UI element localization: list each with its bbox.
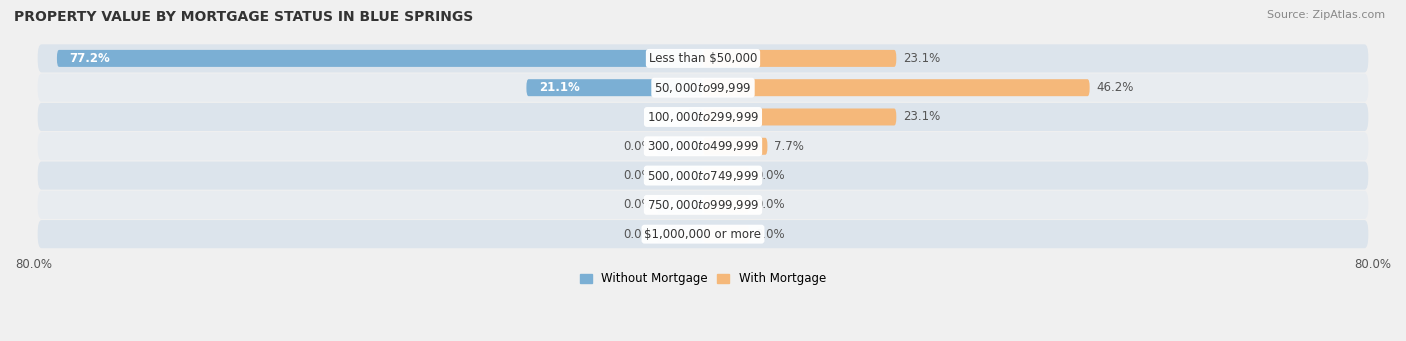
FancyBboxPatch shape <box>703 196 749 213</box>
Text: 0.0%: 0.0% <box>623 169 652 182</box>
Text: 0.0%: 0.0% <box>623 198 652 211</box>
Text: 21.1%: 21.1% <box>538 81 579 94</box>
Text: 23.1%: 23.1% <box>903 110 941 123</box>
Text: $1,000,000 or more: $1,000,000 or more <box>644 228 762 241</box>
FancyBboxPatch shape <box>703 79 1090 96</box>
FancyBboxPatch shape <box>657 226 703 243</box>
Legend: Without Mortgage, With Mortgage: Without Mortgage, With Mortgage <box>575 268 831 290</box>
FancyBboxPatch shape <box>703 138 768 155</box>
FancyBboxPatch shape <box>657 196 703 213</box>
Text: 0.0%: 0.0% <box>755 198 786 211</box>
FancyBboxPatch shape <box>38 132 1368 160</box>
FancyBboxPatch shape <box>38 74 1368 102</box>
FancyBboxPatch shape <box>56 50 703 67</box>
Text: $750,000 to $999,999: $750,000 to $999,999 <box>647 198 759 212</box>
Text: 0.0%: 0.0% <box>755 169 786 182</box>
Text: $100,000 to $299,999: $100,000 to $299,999 <box>647 110 759 124</box>
Text: Less than $50,000: Less than $50,000 <box>648 52 758 65</box>
Text: 23.1%: 23.1% <box>903 52 941 65</box>
FancyBboxPatch shape <box>703 226 749 243</box>
Text: 0.0%: 0.0% <box>623 140 652 153</box>
FancyBboxPatch shape <box>657 167 703 184</box>
Text: 0.0%: 0.0% <box>623 228 652 241</box>
FancyBboxPatch shape <box>688 108 703 125</box>
FancyBboxPatch shape <box>38 191 1368 219</box>
Text: 0.0%: 0.0% <box>755 228 786 241</box>
FancyBboxPatch shape <box>657 138 703 155</box>
Text: 77.2%: 77.2% <box>69 52 110 65</box>
Text: 1.8%: 1.8% <box>700 110 734 123</box>
FancyBboxPatch shape <box>703 50 896 67</box>
Text: PROPERTY VALUE BY MORTGAGE STATUS IN BLUE SPRINGS: PROPERTY VALUE BY MORTGAGE STATUS IN BLU… <box>14 10 474 24</box>
FancyBboxPatch shape <box>38 220 1368 248</box>
Text: 7.7%: 7.7% <box>775 140 804 153</box>
Text: $300,000 to $499,999: $300,000 to $499,999 <box>647 139 759 153</box>
FancyBboxPatch shape <box>703 167 749 184</box>
Text: $500,000 to $749,999: $500,000 to $749,999 <box>647 168 759 182</box>
Text: $50,000 to $99,999: $50,000 to $99,999 <box>654 81 752 95</box>
FancyBboxPatch shape <box>38 162 1368 190</box>
FancyBboxPatch shape <box>703 108 896 125</box>
FancyBboxPatch shape <box>38 103 1368 131</box>
FancyBboxPatch shape <box>526 79 703 96</box>
Text: Source: ZipAtlas.com: Source: ZipAtlas.com <box>1267 10 1385 20</box>
FancyBboxPatch shape <box>38 44 1368 72</box>
Text: 46.2%: 46.2% <box>1097 81 1133 94</box>
